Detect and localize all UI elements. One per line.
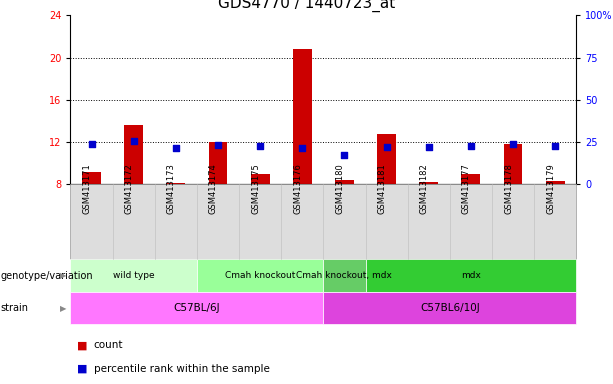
Text: GSM413179: GSM413179 — [546, 163, 555, 214]
Bar — [251, 174, 270, 184]
Text: genotype/variation: genotype/variation — [1, 270, 93, 281]
Point — [213, 142, 223, 148]
Point — [86, 141, 96, 147]
Bar — [293, 49, 312, 184]
Bar — [82, 172, 101, 184]
Bar — [166, 183, 185, 184]
Text: GSM413175: GSM413175 — [251, 163, 260, 214]
Point — [297, 146, 307, 152]
Text: GSM413174: GSM413174 — [209, 163, 218, 214]
Text: ■: ■ — [77, 364, 87, 374]
Text: GSM413171: GSM413171 — [83, 163, 91, 214]
Text: GSM413176: GSM413176 — [293, 163, 302, 214]
Text: strain: strain — [1, 303, 29, 313]
Point — [508, 141, 518, 147]
Text: GSM413180: GSM413180 — [335, 163, 345, 214]
Text: GDS4770 / 1440723_at: GDS4770 / 1440723_at — [218, 0, 395, 12]
Text: GSM413181: GSM413181 — [378, 163, 387, 214]
Bar — [124, 125, 143, 184]
Text: wild type: wild type — [113, 271, 154, 280]
Text: C57BL6/10J: C57BL6/10J — [420, 303, 479, 313]
Text: count: count — [94, 340, 123, 350]
Point — [550, 143, 560, 149]
Text: mdx: mdx — [461, 271, 481, 280]
Bar — [503, 144, 522, 184]
Text: Cmah knockout: Cmah knockout — [225, 271, 295, 280]
Text: ▶: ▶ — [60, 271, 66, 280]
Bar — [462, 174, 481, 184]
Point — [255, 143, 265, 149]
Text: GSM413178: GSM413178 — [504, 163, 513, 214]
Bar — [546, 181, 565, 184]
Point — [340, 152, 349, 158]
Point — [382, 144, 392, 151]
Text: ■: ■ — [77, 340, 87, 350]
Text: C57BL/6J: C57BL/6J — [173, 303, 220, 313]
Bar — [335, 180, 354, 184]
Point — [129, 138, 139, 144]
Point — [171, 146, 181, 152]
Bar — [208, 142, 227, 184]
Text: ▶: ▶ — [60, 304, 66, 313]
Bar — [419, 182, 438, 184]
Text: Cmah knockout, mdx: Cmah knockout, mdx — [297, 271, 392, 280]
Bar — [377, 134, 396, 184]
Text: GSM413182: GSM413182 — [420, 163, 428, 214]
Text: GSM413177: GSM413177 — [462, 163, 471, 214]
Text: percentile rank within the sample: percentile rank within the sample — [94, 364, 270, 374]
Point — [424, 144, 433, 151]
Text: GSM413172: GSM413172 — [124, 163, 134, 214]
Text: GSM413173: GSM413173 — [167, 163, 176, 214]
Point — [466, 143, 476, 149]
